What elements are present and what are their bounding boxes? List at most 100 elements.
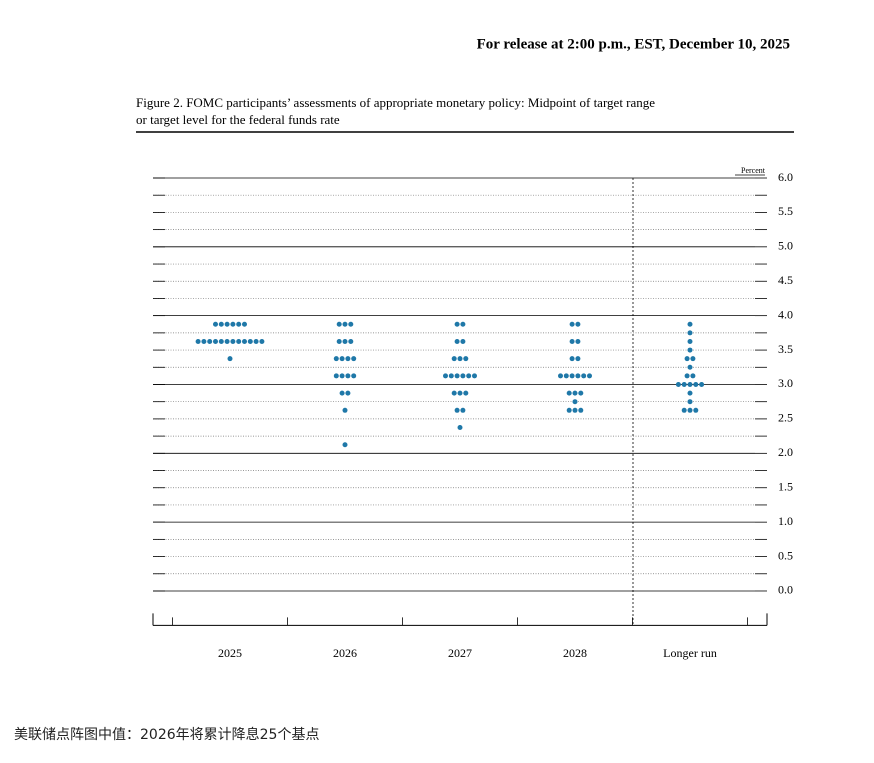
- dot: [687, 381, 693, 387]
- y-tick-label: 2.0: [778, 445, 793, 459]
- y-tick-label: 1.5: [778, 479, 793, 493]
- dot: [681, 381, 687, 387]
- dot: [684, 373, 690, 379]
- dot: [572, 407, 578, 413]
- dot: [457, 425, 463, 431]
- x-tick-label: 2028: [563, 646, 587, 660]
- dot: [351, 373, 357, 379]
- dot: [201, 338, 207, 344]
- dot: [224, 321, 230, 327]
- dot: [259, 338, 265, 344]
- dot: [578, 407, 584, 413]
- dot: [569, 373, 575, 379]
- dot: [690, 356, 696, 362]
- dot: [460, 373, 466, 379]
- dot: [566, 407, 572, 413]
- dot: [236, 338, 242, 344]
- dot: [575, 338, 581, 344]
- dot: [333, 373, 339, 379]
- x-tick-label: 2027: [448, 646, 472, 660]
- dot: [457, 356, 463, 362]
- dot: [687, 330, 693, 336]
- y-tick-label: 2.5: [778, 411, 793, 425]
- dot: [460, 407, 466, 413]
- dot: [448, 373, 454, 379]
- dot: [569, 356, 575, 362]
- dot: [572, 399, 578, 405]
- dot: [454, 407, 460, 413]
- dot: [242, 338, 247, 344]
- dot: [454, 373, 460, 379]
- release-header: For release at 2:00 p.m., EST, December …: [477, 36, 790, 52]
- dot: [575, 373, 581, 379]
- dot: [575, 321, 581, 327]
- dot: [454, 338, 460, 344]
- dot: [443, 373, 448, 379]
- dot: [230, 338, 236, 344]
- dot: [348, 338, 354, 344]
- dot: [572, 390, 578, 396]
- x-tick-label: 2025: [218, 646, 242, 660]
- dot: [213, 321, 218, 327]
- y-tick-label: 0.0: [778, 583, 793, 597]
- dot: [213, 338, 218, 344]
- dot: [351, 356, 357, 362]
- dot: [687, 321, 693, 327]
- dot: [247, 338, 253, 344]
- dot: [342, 338, 348, 344]
- dot: [345, 390, 351, 396]
- dot: [348, 321, 354, 327]
- figure-title: or target level for the federal funds ra…: [136, 112, 340, 127]
- dot: [569, 321, 575, 327]
- dot: [575, 356, 581, 362]
- dot: [336, 321, 342, 327]
- dot: [342, 442, 348, 448]
- dot: [457, 390, 463, 396]
- dot: [687, 390, 693, 396]
- dot: [687, 347, 693, 353]
- caption: 美联储点阵图中值：2026年将累计降息25个基点: [14, 727, 320, 743]
- dot: [333, 356, 339, 362]
- dot: [681, 407, 687, 413]
- dot: [454, 321, 460, 327]
- dot: [451, 356, 457, 362]
- y-unit: Percent: [741, 166, 766, 175]
- dot: [587, 373, 592, 379]
- dot: [566, 390, 572, 396]
- figure-title: Figure 2. FOMC participants’ assessments…: [136, 95, 655, 110]
- dot: [336, 338, 342, 344]
- dot: [563, 373, 569, 379]
- dot: [236, 321, 242, 327]
- y-tick-label: 3.0: [778, 376, 793, 390]
- dot: [466, 373, 472, 379]
- dot: [687, 407, 693, 413]
- dot: [581, 373, 587, 379]
- dot: [218, 321, 224, 327]
- dot: [342, 321, 348, 327]
- dot: [463, 356, 469, 362]
- dot: [687, 364, 693, 370]
- dot: [460, 338, 466, 344]
- dot: [684, 356, 690, 362]
- dot: [230, 321, 236, 327]
- dot: [687, 399, 693, 405]
- dot: [227, 356, 233, 362]
- y-tick-label: 4.0: [778, 307, 793, 321]
- x-tick-label: 2026: [333, 646, 357, 660]
- y-tick-label: 5.5: [778, 204, 793, 218]
- y-tick-label: 6.0: [778, 170, 793, 184]
- x-tick-label: Longer run: [663, 646, 717, 660]
- dot: [242, 321, 247, 327]
- dot: [578, 390, 584, 396]
- chart: For release at 2:00 p.m., EST, December …: [136, 36, 794, 660]
- y-tick-label: 0.5: [778, 548, 793, 562]
- dot: [345, 373, 351, 379]
- y-tick-label: 4.5: [778, 273, 793, 287]
- dot: [345, 356, 351, 362]
- dot: [558, 373, 563, 379]
- dot: [195, 338, 201, 344]
- dot: [460, 321, 466, 327]
- dot: [253, 338, 259, 344]
- dot: [687, 338, 693, 344]
